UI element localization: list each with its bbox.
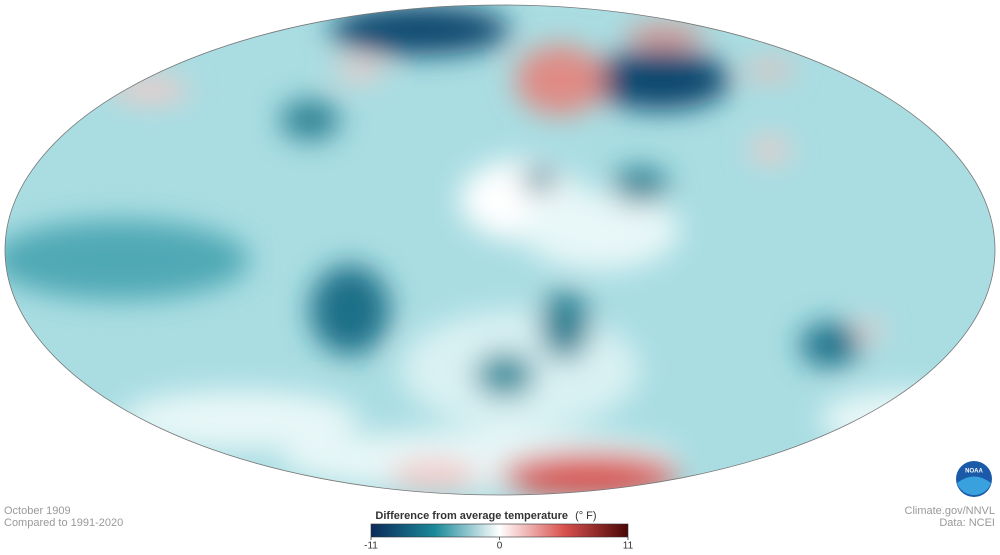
source: Data: NCEI (939, 517, 995, 529)
logo-text: NOAA (965, 469, 983, 475)
baseline: Compared to 1991-2020 (4, 517, 123, 529)
date: October 1909 (4, 505, 71, 517)
legend-title: Difference from average temperature (° F… (375, 510, 596, 522)
tick-label: 11 (623, 541, 634, 552)
tick-label: -11 (364, 541, 378, 552)
legend-title-text: Difference from average temperature (375, 510, 568, 522)
legend-unit: (° F) (575, 510, 597, 522)
globe-outline (4, 4, 996, 496)
legend-ticks: -11 0 11 (364, 537, 634, 552)
credit: Climate.gov/NNVL (905, 505, 995, 517)
tick-label: 0 (497, 541, 503, 552)
temperature-field (5, 5, 995, 495)
noaa-logo: NOAA (956, 461, 992, 497)
color-bar (370, 523, 629, 538)
